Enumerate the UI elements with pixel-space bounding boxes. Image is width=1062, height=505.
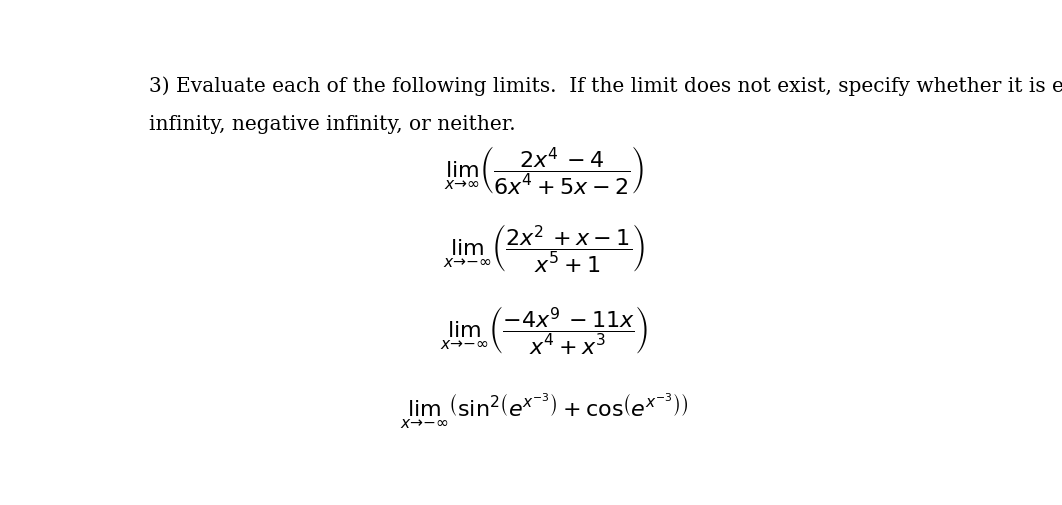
Text: $\lim_{x \to -\infty} \left( \dfrac{2x^2 + x - 1}{x^5 + 1} \right)$: $\lim_{x \to -\infty} \left( \dfrac{2x^2… [443, 221, 646, 273]
Text: $\lim_{x \to -\infty} \left( \dfrac{-4x^9 - 11x}{x^4 + x^3} \right)$: $\lim_{x \to -\infty} \left( \dfrac{-4x^… [441, 303, 648, 355]
Text: infinity, negative infinity, or neither.: infinity, negative infinity, or neither. [149, 115, 516, 134]
Text: $\lim_{x \to -\infty} \left( \sin^2\!\left( e^{x^{-3}} \right) + \cos\!\left( e^: $\lim_{x \to -\infty} \left( \sin^2\!\le… [400, 391, 688, 430]
Text: 3) Evaluate each of the following limits.  If the limit does not exist, specify : 3) Evaluate each of the following limits… [149, 76, 1062, 96]
Text: $\lim_{x \to \infty} \left( \dfrac{2x^4 - 4}{6x^4 + 5x - 2} \right)$: $\lim_{x \to \infty} \left( \dfrac{2x^4 … [444, 143, 645, 195]
